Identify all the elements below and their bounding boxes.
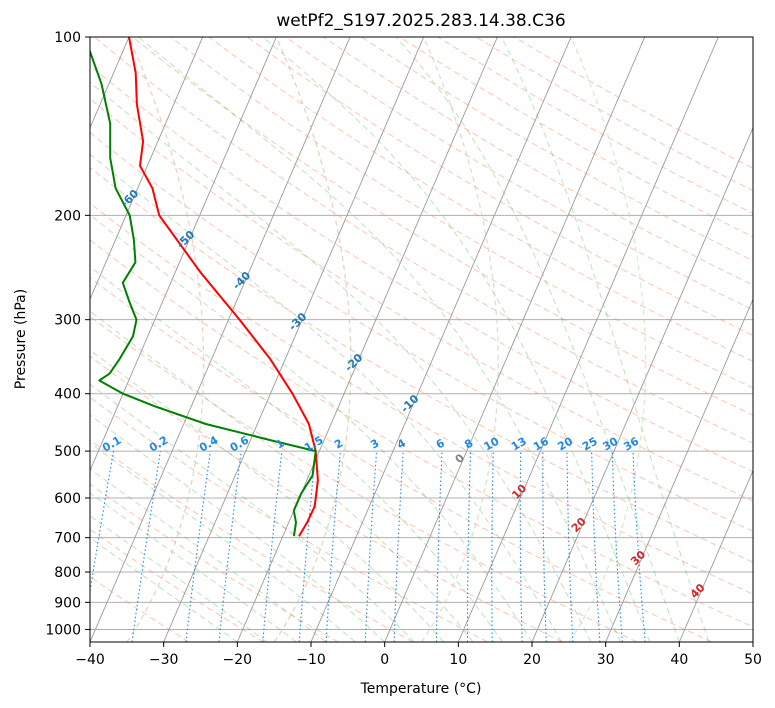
x-tick-label: −10 [296,652,326,668]
axes: −40 −30 −20 −10 0 10 20 30 40 50 100 200 300 400 500 60… [45,30,762,668]
y-tick-label: 700 [54,531,81,547]
isotherm-line [531,126,753,642]
x-tick-label: −40 [75,652,105,668]
y-tick-label: 500 [54,444,81,460]
plot-frame [89,36,754,643]
dry-adiabat [90,132,753,532]
y-tick-label: 800 [54,565,81,581]
x-axis-label: Temperature (°C) [360,681,482,697]
dry-adiabat [323,37,753,286]
dry-adiabat [90,98,753,502]
background-reference-curve [273,37,352,642]
x-tick-label: 30 [597,652,615,668]
x-tick-label: 50 [744,652,762,668]
mixing-ratio-line [218,451,242,642]
isotherm-line [236,37,498,642]
background-reference-curve [420,37,499,642]
dry-adiabat [90,315,638,642]
isotherm-line [678,469,753,642]
moist-adiabat [138,37,621,642]
isotherm-line [90,37,277,472]
dry-adiabat [285,37,753,311]
dewpoint-profile-line [90,48,317,537]
isotherm-line [90,37,351,642]
dry-adiabat [90,483,339,642]
x-tick-label: 20 [523,652,541,668]
y-tick-label: 100 [54,30,81,46]
mixing-ratio-line [298,451,317,642]
isotherm-line [163,37,425,642]
moist-adiabat [90,214,533,642]
y-tick-label: 200 [54,208,81,224]
dry-adiabat [170,37,753,389]
y-tick-label: 300 [54,313,81,329]
dry-adiabat [246,37,753,336]
x-tick-label: −20 [223,652,253,668]
isotherm-line [605,298,753,642]
y-tick-label: 600 [54,491,81,507]
isotherm-line [457,37,719,642]
moist-adiabat [90,492,297,642]
moist-adiabat [262,37,651,642]
x-tick-label: 10 [449,652,467,668]
temperature-profile-line [128,37,319,537]
moist-adiabat [500,37,710,642]
y-tick-label: 1000 [45,622,81,638]
dry-adiabat [90,239,753,628]
plot-area [90,37,753,642]
moist-adiabat [90,537,238,642]
moist-adiabat [395,37,680,642]
moist-adiabat [90,153,562,642]
dry-adiabat [90,529,264,642]
dry-adiabat [90,202,753,595]
x-tick-label: 0 [380,652,389,668]
isotherm-line [310,37,572,642]
moist-adiabat [90,81,592,642]
moist-adiabat [90,515,268,642]
moist-adiabat [90,265,503,642]
background-reference-curve [126,37,205,642]
y-tick-label: 900 [54,595,81,611]
mixing-ratio-line [185,451,211,642]
x-tick-label: −30 [149,652,179,668]
mixing-ratio-line [131,451,161,642]
dry-adiabat [90,439,414,642]
isotherm-line [384,37,646,642]
moist-adiabat [90,468,327,642]
y-tick-label: 400 [54,387,81,403]
y-axis-label: Pressure (hPa) [13,289,29,389]
dry-adiabat [132,37,753,416]
moist-adiabat [90,414,386,642]
mixing-ratio-line [262,451,283,642]
x-tick-label: 40 [670,652,688,668]
chart-title: wetPf2_S197.2025.283.14.38.C36 [276,11,565,31]
dry-adiabat [90,355,563,642]
dry-adiabat [90,277,712,642]
background-reference-curve [568,37,647,642]
moist-adiabat [90,310,474,642]
isotherm-line [90,37,204,301]
